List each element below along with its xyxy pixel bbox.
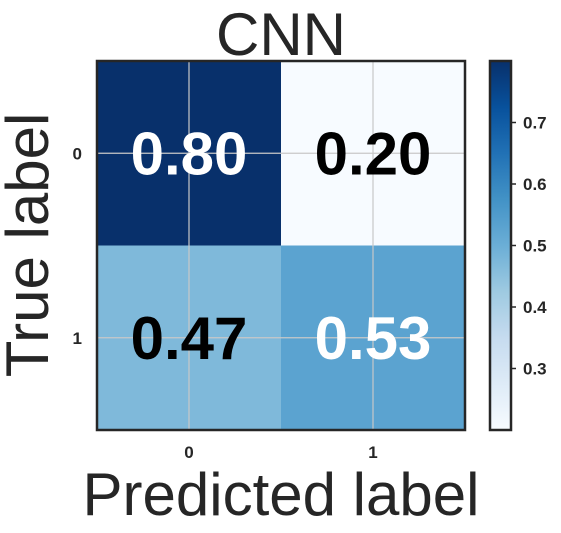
- y-tick-label: 1: [73, 329, 82, 348]
- cell-value-labels: 0.80 0.20 0.47 0.53: [131, 120, 432, 372]
- x-axis-label: Predicted label: [83, 461, 480, 528]
- colorbar-ticks: 0.3 0.4 0.5 0.6 0.7: [511, 114, 547, 379]
- x-tick-label: 0: [184, 443, 193, 462]
- colorbar-tick-label: 0.3: [523, 360, 547, 379]
- x-tick-label: 1: [368, 443, 377, 462]
- colorbar-tick-label: 0.6: [523, 175, 547, 194]
- grid-lines: [97, 61, 465, 430]
- cell-value-label: 0.80: [131, 120, 248, 187]
- y-tick-label: 0: [73, 144, 82, 163]
- cell-value-label: 0.47: [131, 305, 248, 372]
- colorbar: [488, 59, 513, 432]
- plot-frame: [95, 59, 467, 432]
- cell-value-label: 0.20: [315, 120, 432, 187]
- colorbar-tick-label: 0.4: [523, 298, 547, 317]
- chart-title: CNN: [216, 1, 346, 68]
- y-tick-labels: 01: [73, 144, 82, 348]
- y-axis-label: True label: [0, 113, 61, 378]
- colorbar-tick-label: 0.7: [523, 114, 547, 133]
- cell-value-label: 0.53: [315, 305, 432, 372]
- heatmap-cells: [97, 61, 466, 431]
- colorbar-tick-label: 0.5: [523, 237, 547, 256]
